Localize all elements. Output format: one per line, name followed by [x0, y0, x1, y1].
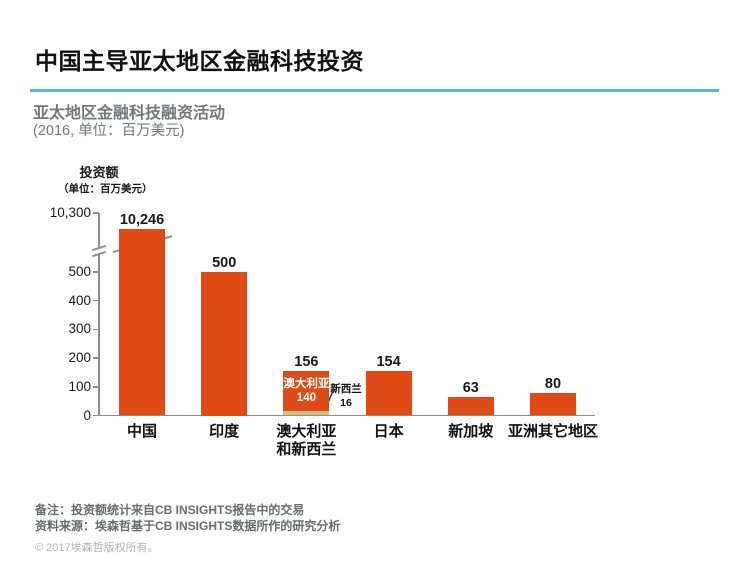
- bar-segment-澳大利亚: [283, 370, 330, 411]
- y-tick-mark: [93, 414, 99, 417]
- bar-inner-label: 澳大利亚 140: [283, 377, 330, 404]
- y-tick-label: 200: [68, 350, 91, 366]
- y-tick-label: 0: [83, 407, 91, 423]
- y-tick-label: 500: [68, 264, 91, 279]
- x-axis-line: [99, 414, 595, 416]
- bar-value-label-india: 500: [212, 255, 237, 271]
- y-tick-mark: [93, 212, 99, 214]
- footer-note: 备注：投资额统计来自CB INSIGHTS报告中的交易: [35, 503, 305, 517]
- bar-india: [201, 272, 248, 416]
- footer-copyright: © 2017埃森哲版权所有。: [35, 542, 159, 554]
- category-label-other-asia: 亚洲其它地区: [507, 423, 598, 440]
- bar-value-label-other-asia: 80: [544, 375, 562, 392]
- bar-singapore: [447, 397, 494, 416]
- bar-value-label-china: 10,246: [119, 211, 165, 228]
- category-label-australia-new-zealand: 澳大利亚 和新西兰: [276, 423, 337, 458]
- y-tick-mark: [93, 328, 99, 331]
- bar-value-label-singapore: 63: [462, 380, 479, 397]
- y-tick-label: 10,300: [49, 205, 91, 220]
- title-divider: [30, 89, 719, 92]
- bar-segment-新西兰: [283, 410, 330, 416]
- category-label-india: 印度: [209, 423, 240, 440]
- y-axis-title: 投资额: [79, 165, 119, 180]
- y-tick-mark: [93, 386, 99, 388]
- y-axis-break-gap: [96, 248, 101, 253]
- bar-china: [119, 228, 165, 416]
- y-axis-line: [98, 213, 100, 416]
- page-title: 中国主导亚太地区金融科技投资: [35, 48, 364, 74]
- bar-value-label-japan: 154: [376, 354, 401, 371]
- footer-source: 资料来源：埃森哲基于CB INSIGHTS数据所作的研究分析: [35, 519, 341, 533]
- bar-value-label-australia-new-zealand: 156: [294, 353, 319, 370]
- y-tick-label: 300: [68, 321, 91, 337]
- y-axis-unit-label: （单位：百万美元）: [58, 183, 153, 195]
- y-tick-label: 100: [68, 378, 91, 394]
- bar-other-asia: [530, 392, 576, 416]
- bar-japan: [365, 371, 412, 416]
- nz-annotation-label: 新西兰 16: [330, 383, 362, 409]
- chart-subtitle-unit: (2016, 单位：百万美元): [33, 123, 185, 139]
- y-tick-mark: [93, 299, 99, 302]
- chart-subtitle: 亚太地区金融科技融资活动: [33, 105, 226, 122]
- y-tick-label: 400: [68, 292, 91, 308]
- y-tick-mark: [93, 271, 99, 273]
- category-label-china: 中国: [126, 423, 157, 440]
- y-tick-mark: [93, 357, 99, 359]
- category-label-singapore: 新加坡: [448, 423, 494, 440]
- category-label-japan: 日本: [373, 423, 404, 440]
